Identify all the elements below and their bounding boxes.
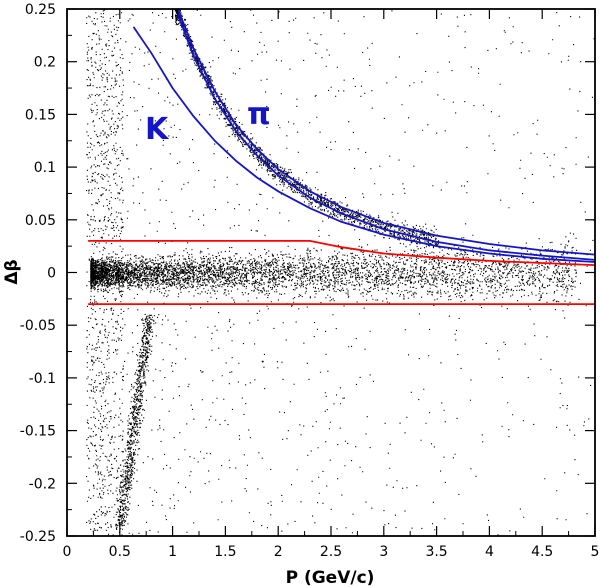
x-tick-label: 5 bbox=[591, 544, 600, 560]
x-tick-label: 2 bbox=[274, 544, 283, 560]
axis-ticks: 0 0.5 1 1.5 2 2.5 3 3.5 4 4.5 5 0.25 0.2 0.15 0.1 0.05 0… bbox=[20, 2, 600, 560]
cut-line-0 bbox=[88, 240, 596, 266]
theory-curve-1 bbox=[177, 13, 596, 261]
scatter-point-cloud bbox=[86, 9, 595, 537]
plot-frame bbox=[66, 8, 596, 537]
y-tick-label: 0.2 bbox=[34, 55, 56, 71]
y-axis-title: Δβ bbox=[2, 259, 22, 284]
curves-layer bbox=[88, 8, 596, 305]
pion-curve-label: π bbox=[247, 97, 271, 132]
x-tick-label: 0.5 bbox=[109, 544, 131, 560]
x-tick-label: 4.5 bbox=[531, 544, 553, 560]
y-tick-label: -0.2 bbox=[29, 476, 56, 492]
y-tick-label: 0.1 bbox=[34, 160, 56, 176]
x-tick-label: 0 bbox=[63, 544, 72, 560]
kaon-curve-label: K bbox=[145, 112, 170, 147]
y-tick-label: 0.05 bbox=[25, 213, 56, 229]
x-tick-label: 2.5 bbox=[320, 544, 342, 560]
y-tick-label: 0.25 bbox=[25, 2, 56, 18]
x-tick-label: 1 bbox=[168, 544, 177, 560]
theory-curve-2 bbox=[132, 26, 596, 263]
x-tick-label: 4 bbox=[485, 544, 494, 560]
x-tick-label: 3.5 bbox=[425, 544, 447, 560]
y-tick-label: -0.1 bbox=[29, 371, 56, 387]
x-tick-label: 3 bbox=[379, 544, 388, 560]
y-tick-label: -0.15 bbox=[20, 424, 56, 440]
scatter-points bbox=[86, 9, 595, 537]
x-tick-label: 1.5 bbox=[214, 544, 236, 560]
y-tick-label: 0 bbox=[47, 266, 56, 282]
y-tick-label: -0.05 bbox=[20, 318, 56, 334]
y-tick-label: 0.15 bbox=[25, 107, 56, 123]
x-axis-title: P (GeV/c) bbox=[286, 568, 375, 587]
y-tick-label: -0.25 bbox=[20, 529, 56, 545]
theory-curve-0 bbox=[177, 8, 596, 256]
